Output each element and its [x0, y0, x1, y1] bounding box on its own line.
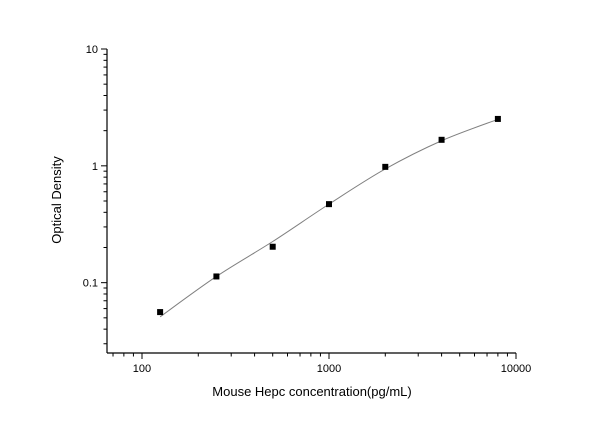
- x-tick-label: 1000: [317, 363, 341, 375]
- data-point: [213, 273, 220, 280]
- data-point: [157, 309, 164, 316]
- y-tick-label: 10: [86, 44, 98, 56]
- x-tick-label: 10000: [501, 363, 532, 375]
- x-axis-label: Mouse Hepc concentration(pg/mL): [212, 384, 411, 399]
- data-point: [494, 115, 501, 122]
- data-point: [269, 243, 276, 250]
- y-tick-label: 1: [92, 161, 98, 173]
- data-points: [157, 115, 501, 316]
- y-tick-label: 0.1: [83, 278, 98, 290]
- data-point: [438, 136, 445, 143]
- axes: 0.1 1 10 100 1000 10000: [83, 44, 532, 375]
- x-tick-label: 100: [133, 363, 151, 375]
- fit-curve: [159, 118, 499, 318]
- data-point: [382, 163, 389, 170]
- data-point: [325, 201, 332, 208]
- y-axis-label: Optical Density: [49, 156, 64, 244]
